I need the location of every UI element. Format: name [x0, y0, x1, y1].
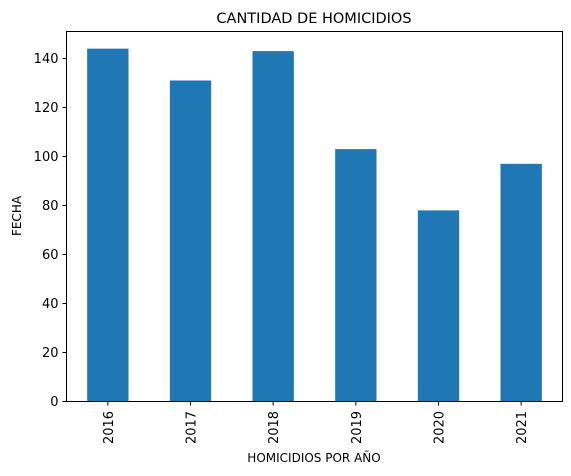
bar-2021 — [500, 163, 542, 402]
y-tick-label-140: 140 — [34, 52, 59, 67]
y-tick-label-20: 20 — [42, 346, 59, 361]
bar-2017 — [169, 80, 212, 402]
y-tick-label-100: 100 — [34, 150, 59, 165]
plot-frame — [66, 31, 563, 402]
x-axis: 2016 2017 2018 2019 2020 2021 — [102, 401, 530, 444]
x-tick-label-2021: 2021 — [515, 411, 530, 444]
y-axis: 0 20 40 60 80 100 120 140 — [34, 52, 67, 410]
y-tick-label-60: 60 — [42, 248, 59, 263]
bar-2020 — [417, 210, 460, 402]
x-tick-label-2017: 2017 — [185, 411, 200, 444]
x-tick-label-2018: 2018 — [267, 411, 282, 444]
y-tick-label-0: 0 — [50, 395, 58, 410]
x-tick-label-2020: 2020 — [433, 411, 448, 444]
x-axis-title: HOMICIDIOS POR AÑO — [247, 450, 380, 465]
bar-2019 — [335, 149, 377, 402]
bar-2018 — [252, 51, 294, 402]
y-tick-label-120: 120 — [34, 101, 59, 116]
chart-title: CANTIDAD DE HOMICIDIOS — [216, 11, 411, 27]
y-tick-label-80: 80 — [42, 199, 59, 214]
y-tick-label-40: 40 — [42, 297, 59, 312]
bar-2016 — [87, 48, 129, 402]
x-tick-label-2019: 2019 — [350, 411, 365, 444]
x-tick-label-2016: 2016 — [102, 411, 117, 444]
bars-group — [87, 48, 542, 402]
y-axis-title: FECHA — [10, 195, 24, 236]
